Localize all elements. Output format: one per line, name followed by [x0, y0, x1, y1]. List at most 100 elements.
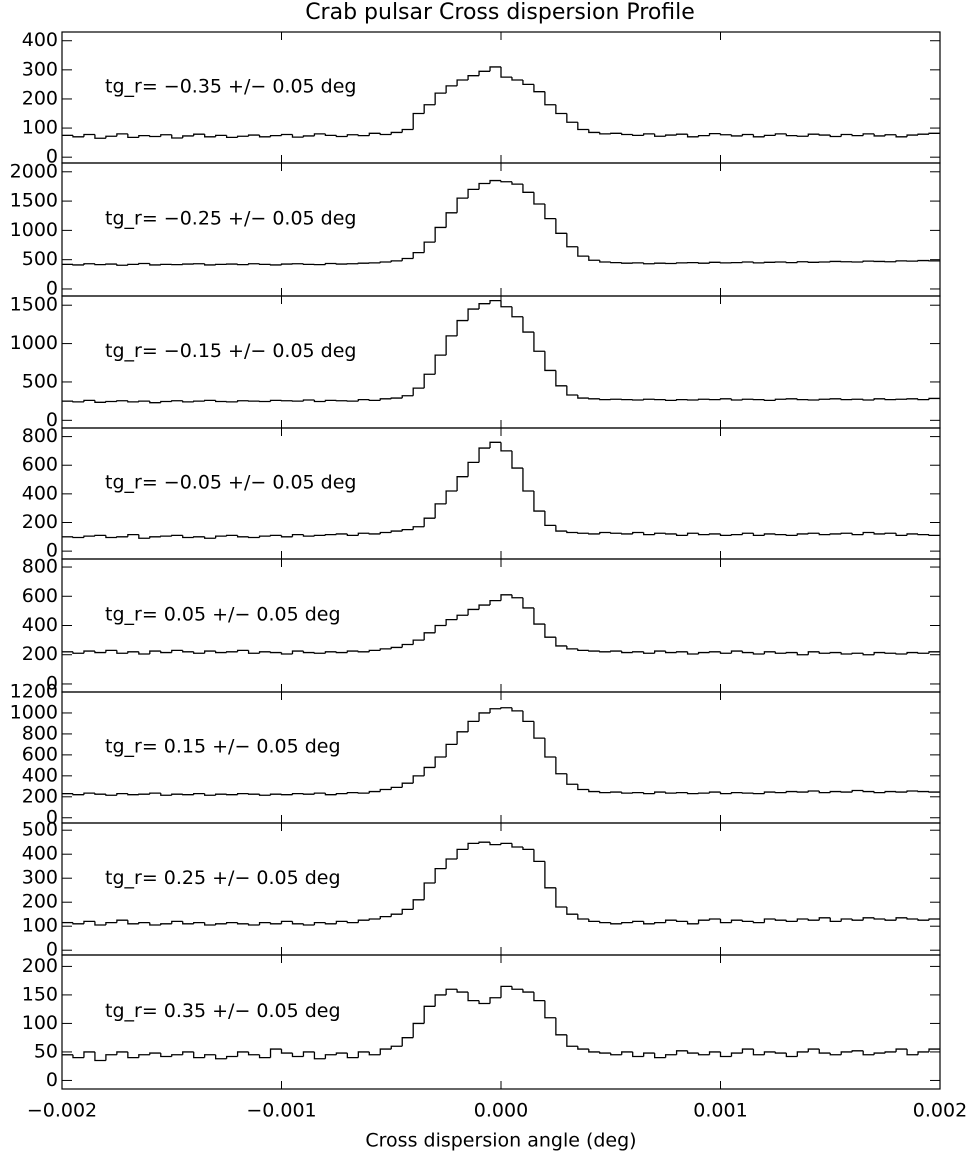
histogram-step: [335, 793, 348, 795]
histogram-step: [675, 920, 688, 923]
histogram-step: [632, 791, 644, 794]
histogram-step: [818, 791, 831, 794]
histogram-step: [149, 536, 161, 539]
histogram-step: [401, 128, 414, 133]
histogram-step: [204, 134, 216, 138]
histogram-step: [807, 1048, 820, 1052]
histogram-step: [357, 792, 370, 794]
histogram-step: [741, 792, 754, 794]
histogram-step: [357, 262, 370, 264]
histogram-step: [478, 712, 491, 722]
histogram-step: [379, 261, 392, 263]
histogram-step: [138, 134, 150, 138]
histogram-step: [851, 652, 864, 654]
histogram-step: [577, 914, 589, 920]
histogram-step: [555, 525, 567, 532]
y-tick-label: 600: [22, 454, 58, 476]
histogram-step: [116, 133, 128, 137]
histogram-step: [346, 134, 359, 137]
y-tick-label: 800: [22, 556, 58, 578]
histogram-step: [522, 710, 534, 722]
histogram-step: [719, 133, 732, 136]
y-tick-label: 800: [22, 425, 58, 447]
histogram-step: [72, 1054, 84, 1059]
histogram-step: [906, 533, 919, 536]
histogram-step: [346, 650, 359, 653]
y-tick-label: 400: [22, 614, 58, 636]
histogram-step: [577, 648, 589, 651]
histogram-step: [171, 400, 183, 402]
histogram-step: [917, 398, 930, 401]
histogram-step: [138, 262, 150, 265]
histogram-step: [928, 918, 940, 921]
histogram-step: [379, 648, 392, 651]
histogram-step: [522, 468, 534, 492]
histogram-step: [719, 792, 732, 795]
histogram-step: [313, 534, 326, 537]
histogram-step: [500, 442, 512, 452]
histogram-step: [127, 920, 139, 925]
histogram-step: [588, 789, 600, 793]
histogram-step: [346, 1053, 359, 1059]
panel-annotation: tg_r= 0.05 +/− 0.05 deg: [105, 603, 341, 625]
histogram-step: [478, 447, 491, 463]
histogram-step: [796, 261, 809, 263]
histogram-step: [654, 921, 666, 924]
histogram-step: [643, 133, 655, 136]
histogram-step: [193, 1051, 205, 1059]
histogram-step: [500, 707, 512, 709]
histogram-step: [654, 650, 666, 654]
histogram-step: [785, 920, 798, 923]
histogram-step: [258, 135, 271, 138]
histogram-step: [280, 535, 293, 538]
histogram-step: [873, 133, 886, 137]
histogram-step: [105, 400, 117, 403]
histogram-step: [215, 651, 227, 654]
histogram-step: [862, 133, 875, 136]
histogram-step: [807, 919, 820, 921]
histogram-step: [390, 786, 403, 790]
histogram-step: [577, 246, 589, 257]
panel-annotation: tg_r= −0.05 +/− 0.05 deg: [105, 472, 356, 494]
chart-title: Crab pulsar Cross dispersion Profile: [305, 0, 695, 25]
histogram-step: [533, 490, 545, 512]
histogram-step: [807, 651, 820, 655]
histogram-step: [456, 319, 469, 336]
histogram-step: [291, 793, 304, 795]
histogram-step: [884, 1051, 897, 1054]
histogram-step: [686, 651, 699, 655]
histogram-step: [500, 66, 512, 78]
histogram-step: [708, 918, 721, 921]
histogram-step: [489, 299, 501, 304]
histogram-step: [258, 263, 271, 266]
histogram-step: [445, 743, 458, 757]
histogram-step: [160, 134, 172, 137]
histogram-step: [291, 534, 304, 537]
histogram-step: [632, 134, 644, 136]
histogram-step: [379, 133, 392, 136]
histogram-step: [401, 1037, 414, 1047]
histogram-step: [621, 133, 633, 136]
histogram-step: [94, 793, 106, 795]
histogram-step: [127, 263, 139, 266]
histogram-step: [774, 919, 787, 921]
panel-frame: [61, 162, 941, 297]
y-tick-label: 1000: [10, 219, 58, 241]
histogram-step: [862, 653, 875, 656]
histogram-step: [697, 134, 710, 137]
histogram-step: [171, 134, 183, 139]
histogram-step: [149, 922, 161, 926]
panel-annotation: tg_r= 0.25 +/− 0.05 deg: [105, 867, 341, 889]
y-tick-label: 200: [22, 955, 58, 977]
histogram-step: [368, 533, 381, 535]
histogram-step: [412, 526, 425, 530]
histogram-step: [719, 533, 732, 537]
histogram-step: [840, 652, 853, 655]
histogram-step: [324, 399, 337, 402]
histogram-step: [160, 793, 172, 796]
histogram-step: [72, 536, 84, 539]
histogram-step: [116, 650, 128, 654]
histogram-step: [610, 532, 622, 534]
histogram-step: [478, 70, 491, 76]
